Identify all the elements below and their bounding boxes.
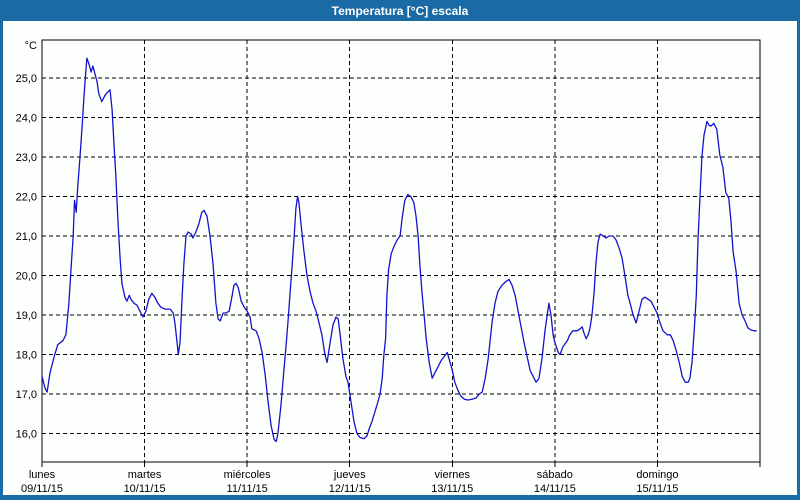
x-date-label: 10/11/15 [124,483,166,495]
x-date-label: 11/11/15 [227,483,268,495]
chart-content-area [3,21,797,495]
y-tick-label: 18,0 [16,350,37,362]
x-date-label: 12/11/15 [329,483,371,495]
x-date-label: 14/11/15 [534,483,576,495]
y-tick-label: 21,0 [16,231,37,243]
y-tick-label: 20,0 [16,270,37,282]
plot-border [41,39,761,463]
y-tick-label: 17,0 [16,389,37,401]
y-tick-label: 23,0 [16,152,37,164]
x-weekday-label: lunes [29,469,56,481]
window-title: Temperatura [°C] escala [331,3,469,18]
x-weekday-label: domingo [636,469,678,481]
x-weekday-label: jueves [333,469,366,481]
y-axis-unit-label: °C [25,40,37,52]
y-tick-label: 16,0 [16,429,37,441]
y-tick-label: 22,0 [16,191,37,203]
window-titlebar: Temperatura [°C] escala [0,0,800,21]
y-tick-label: 19,0 [16,310,37,322]
x-date-label: 15/11/15 [636,483,678,495]
x-weekday-label: miércoles [224,469,272,481]
x-weekday-label: viernes [435,469,471,481]
y-tick-label: 25,0 [16,73,37,85]
x-date-label: 09/11/15 [21,483,63,495]
temperature-line [41,57,757,443]
x-date-label: 13/11/15 [431,483,473,495]
x-weekday-label: sábado [537,469,573,481]
y-tick-label: 24,0 [16,112,37,124]
x-weekday-label: martes [128,469,162,481]
